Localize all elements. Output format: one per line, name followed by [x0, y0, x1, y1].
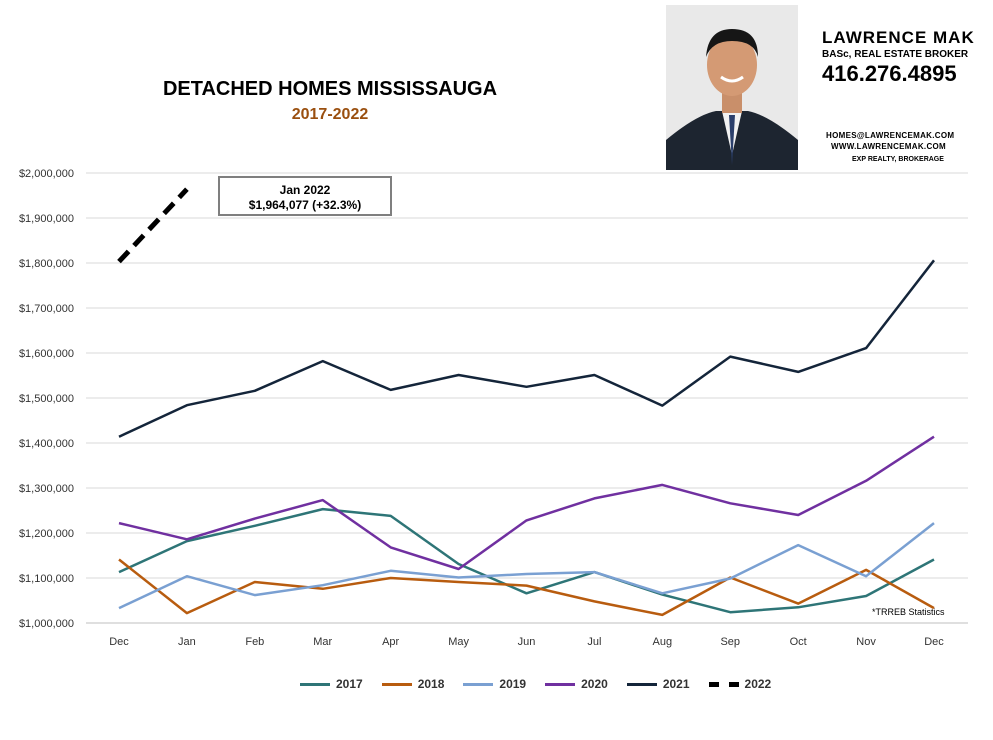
x-tick-label: Nov — [856, 636, 876, 648]
series-line-2022 — [117, 187, 189, 264]
x-tick-label: Sep — [720, 636, 740, 648]
x-tick-label: Dec — [924, 636, 944, 648]
y-tick-label: $1,100,000 — [19, 573, 74, 585]
legend-swatch — [708, 681, 739, 687]
x-tick-label: Jun — [518, 636, 536, 648]
legend-label: 2018 — [417, 677, 445, 691]
y-tick-label: $1,500,000 — [19, 393, 74, 405]
x-tick-label: Apr — [382, 636, 399, 648]
agent-email: HOMES@LAWRENCEMAK.COM — [826, 131, 955, 140]
agent-website: WWW.LAWRENCEMAK.COM — [831, 142, 947, 151]
legend-label: 2017 — [336, 677, 363, 691]
y-tick-label: $1,700,000 — [19, 303, 74, 315]
y-tick-label: $1,900,000 — [19, 213, 74, 225]
legend-swatch — [463, 682, 494, 686]
x-tick-label: Oct — [790, 636, 807, 648]
legend-swatch — [300, 682, 330, 686]
x-tick-label: Jan — [178, 636, 196, 648]
legend-item-2019: 2019 — [463, 677, 526, 691]
series-line-2020 — [118, 435, 935, 571]
y-tick-label: $2,000,000 — [19, 168, 74, 180]
y-tick-label: $1,300,000 — [19, 483, 74, 495]
legend-label: 2019 — [499, 677, 527, 691]
legend-label: 2022 — [744, 677, 772, 691]
series-line-2018 — [118, 558, 935, 617]
legend: 2017 2018 2019 2020 2021 2022 — [300, 675, 790, 693]
legend-label: 2021 — [662, 677, 690, 691]
agent-brokerage: EXP REALTY, BROKERAGE — [852, 156, 944, 163]
legend-item-2020: 2020 — [545, 677, 608, 691]
y-tick-label: $1,000,000 — [19, 618, 74, 630]
annotation-box: Jan 2022 $1,964,077 (+32.3%) — [218, 176, 392, 216]
y-tick-label: $1,400,000 — [19, 438, 74, 450]
x-tick-label: Jul — [587, 636, 601, 648]
legend-swatch — [626, 682, 657, 686]
chart-title: DETACHED HOMES MISSISSAUGA — [162, 78, 498, 100]
series-line-2017 — [118, 507, 935, 614]
source-note: *TRREB Statistics — [872, 607, 945, 617]
x-tick-label: Aug — [653, 636, 673, 648]
y-tick-label: $1,600,000 — [19, 348, 74, 360]
legend-item-2022: 2022 — [708, 677, 772, 691]
legend-item-2017: 2017 — [300, 677, 363, 691]
agent-name: LAWRENCE MAK — [822, 28, 975, 47]
x-tick-label: Dec — [109, 636, 129, 648]
annotation-value: $1,964,077 (+32.3%) — [248, 198, 362, 212]
legend-item-2021: 2021 — [626, 677, 690, 691]
annotation-date: Jan 2022 — [279, 183, 331, 197]
x-tick-label: Mar — [313, 636, 332, 648]
y-tick-label: $1,800,000 — [19, 258, 74, 270]
agent-photo — [666, 5, 798, 170]
chart-subtitle: 2017-2022 — [291, 106, 369, 123]
x-tick-label: May — [448, 636, 469, 648]
agent-phone: 416.276.4895 — [822, 61, 957, 86]
y-tick-label: $1,200,000 — [19, 528, 74, 540]
legend-swatch — [381, 682, 412, 686]
legend-item-2018: 2018 — [381, 677, 445, 691]
series-line-2021 — [118, 259, 935, 438]
legend-label: 2020 — [581, 677, 608, 691]
series-line-2019 — [118, 522, 935, 610]
x-tick-label: Feb — [245, 636, 264, 648]
legend-swatch — [545, 682, 576, 686]
agent-title: BASc, REAL ESTATE BROKER — [822, 49, 969, 60]
